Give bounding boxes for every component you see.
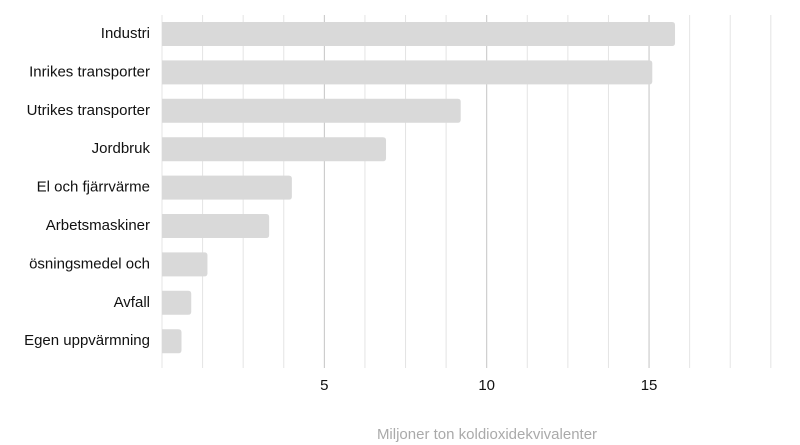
y-tick-label: Industri xyxy=(101,25,150,42)
bar xyxy=(162,98,461,123)
x-tick-label: 15 xyxy=(641,377,658,394)
bar xyxy=(162,214,270,238)
bar xyxy=(162,175,292,200)
bar xyxy=(162,252,208,277)
y-tick-label: Jordbruk xyxy=(92,140,151,157)
bar xyxy=(162,329,182,354)
y-tick-label: Utrikes transporter xyxy=(27,102,150,119)
bar xyxy=(162,60,653,85)
y-tick-label: Egen uppvärmning xyxy=(24,332,150,349)
x-axis-title: Miljoner ton koldioxidekvivalenter xyxy=(377,426,597,443)
y-tick-label: Avfall xyxy=(114,294,150,311)
bar xyxy=(162,290,192,315)
bar xyxy=(162,22,676,46)
bar xyxy=(162,137,387,162)
y-tick-label: Inrikes transporter xyxy=(29,63,150,80)
y-tick-label: El och fjärrvärme xyxy=(37,179,150,196)
x-tick-label: 5 xyxy=(320,377,328,394)
y-tick-label: Arbetsmaskiner xyxy=(46,217,150,234)
x-tick-label: 10 xyxy=(478,377,495,394)
y-tick-label: ösningsmedel och xyxy=(29,255,150,272)
